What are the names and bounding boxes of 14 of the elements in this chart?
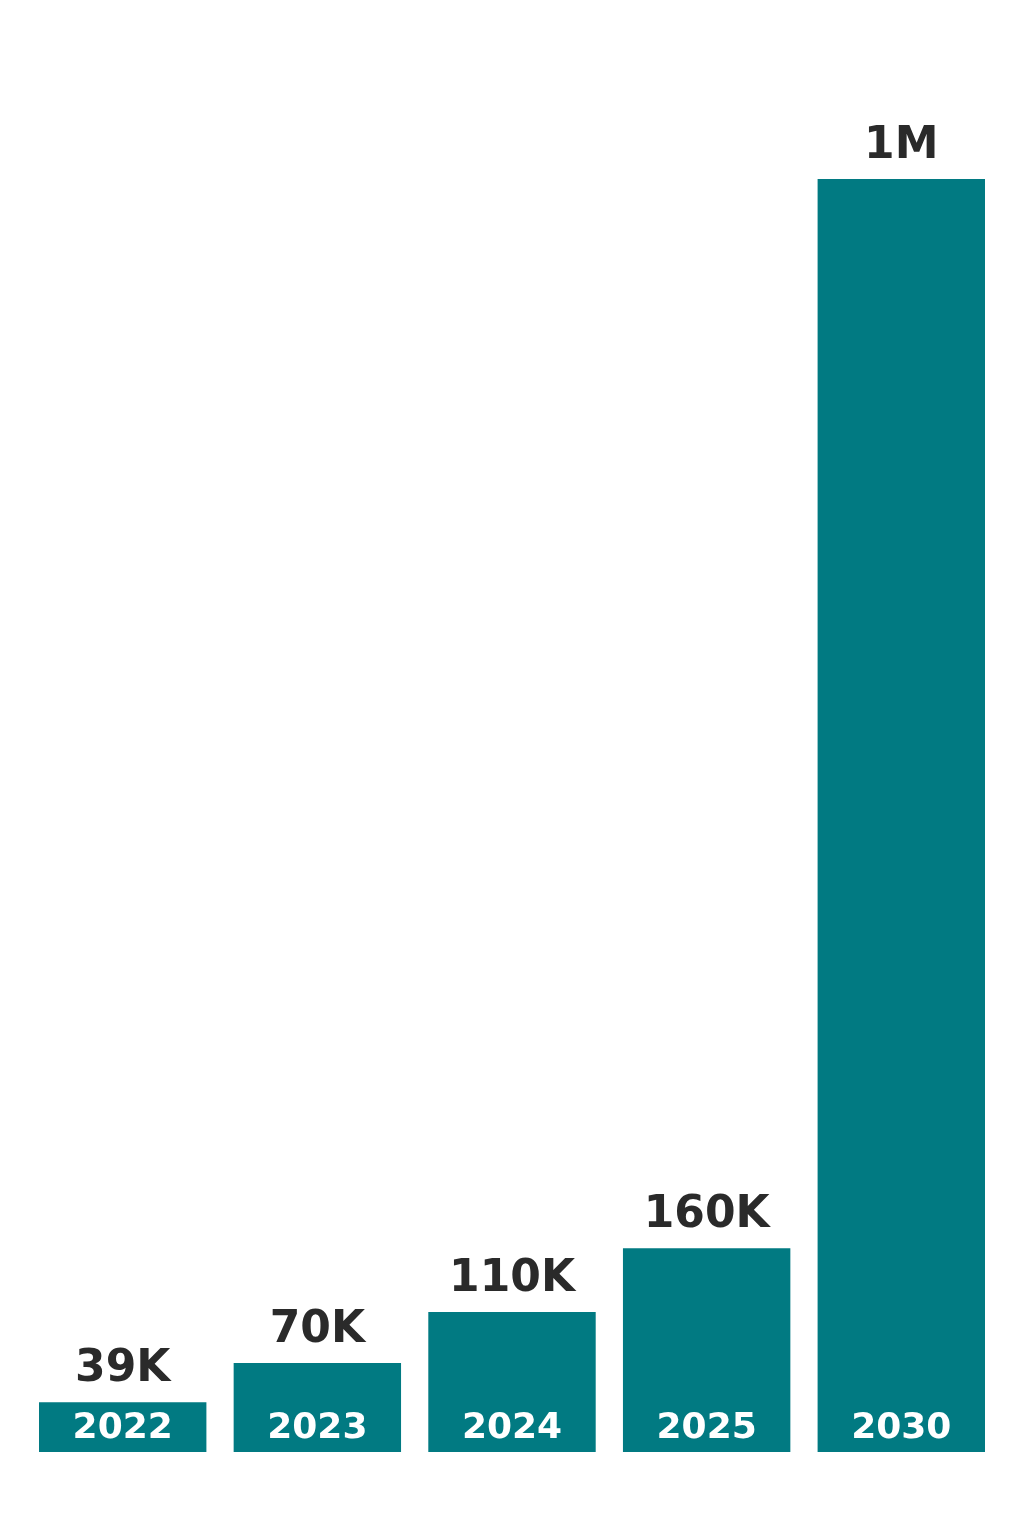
data-label: 160K xyxy=(643,1186,772,1238)
data-label: 70K xyxy=(269,1300,367,1352)
x-tick-label: 2024 xyxy=(461,1405,563,1446)
bar xyxy=(817,179,985,1452)
bar xyxy=(428,1311,596,1452)
data-label: 39K xyxy=(75,1340,173,1392)
data-label: 1M xyxy=(864,117,939,168)
x-tick-label: 2030 xyxy=(851,1405,952,1446)
x-tick-label: 2023 xyxy=(267,1405,368,1446)
data-label: 110K xyxy=(449,1249,577,1301)
bar xyxy=(233,1362,402,1452)
bar xyxy=(622,1248,791,1452)
x-tick-label: 2022 xyxy=(72,1405,173,1446)
x-tick-label: 2025 xyxy=(656,1405,757,1446)
